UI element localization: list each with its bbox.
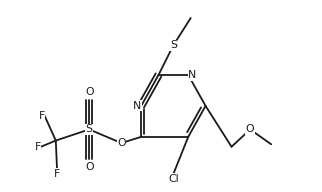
- Text: F: F: [38, 111, 45, 121]
- Text: S: S: [170, 40, 177, 50]
- Text: N: N: [188, 70, 196, 80]
- Text: O: O: [246, 124, 254, 134]
- Text: O: O: [85, 162, 93, 172]
- Text: O: O: [85, 87, 93, 97]
- Text: Cl: Cl: [168, 174, 179, 184]
- Text: F: F: [54, 169, 60, 179]
- Text: O: O: [117, 138, 126, 148]
- Text: N: N: [133, 101, 141, 111]
- Text: F: F: [35, 142, 41, 152]
- Text: S: S: [86, 124, 93, 134]
